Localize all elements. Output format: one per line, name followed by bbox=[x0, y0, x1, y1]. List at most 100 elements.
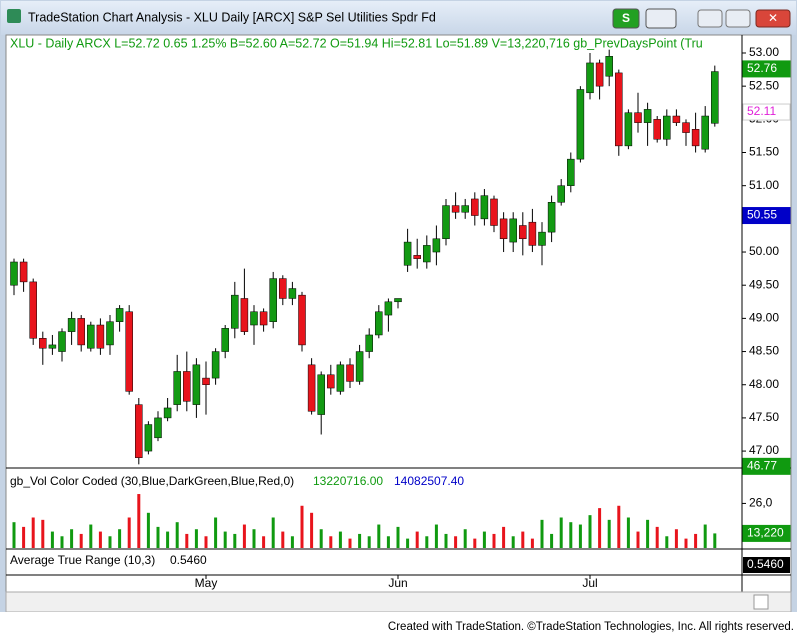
volume-bar bbox=[665, 536, 669, 548]
candle-body bbox=[221, 328, 229, 352]
volume-bar bbox=[223, 531, 227, 548]
candle-body bbox=[557, 185, 565, 203]
volume-bar bbox=[271, 517, 275, 548]
volume-bar bbox=[502, 526, 506, 548]
volume-bar bbox=[348, 538, 352, 548]
readout: 13220716.00 bbox=[313, 474, 383, 488]
candle-body bbox=[682, 122, 690, 133]
menu-button[interactable] bbox=[645, 8, 677, 29]
y-tick-label: 48.00 bbox=[749, 377, 779, 391]
candle-body bbox=[423, 245, 431, 263]
candle-body bbox=[499, 218, 508, 240]
volume-bar bbox=[463, 529, 467, 548]
candle-body bbox=[154, 417, 162, 439]
candle-body bbox=[19, 261, 28, 283]
candle-body bbox=[471, 198, 479, 216]
y-tick-label: 51.00 bbox=[749, 178, 779, 192]
candle-body bbox=[96, 324, 105, 349]
volume-bar bbox=[386, 536, 390, 548]
scroll-button[interactable] bbox=[753, 594, 769, 610]
volume-bar bbox=[146, 512, 150, 548]
volume-bar bbox=[185, 533, 189, 548]
candle-body bbox=[288, 288, 297, 299]
price-marker-label: 50.55 bbox=[747, 208, 777, 222]
close-button[interactable] bbox=[755, 9, 791, 28]
candle-body bbox=[29, 281, 37, 339]
volume-bar bbox=[60, 536, 64, 548]
volume-bar bbox=[358, 533, 362, 548]
candle-body bbox=[528, 221, 537, 246]
volume-bar bbox=[108, 536, 112, 548]
volume-bar bbox=[367, 536, 371, 548]
candle-body bbox=[394, 298, 402, 303]
volume-bar bbox=[511, 536, 515, 548]
volume-bar bbox=[262, 536, 266, 548]
minimize-button[interactable] bbox=[697, 9, 723, 28]
close-icon[interactable]: ✕ bbox=[768, 11, 778, 25]
candle-body bbox=[567, 158, 575, 186]
volume-bar bbox=[118, 529, 122, 548]
candle-body bbox=[106, 321, 114, 346]
candle-body bbox=[125, 311, 133, 392]
candle-body bbox=[643, 109, 652, 123]
candle-body bbox=[250, 311, 258, 326]
volume-bar bbox=[137, 494, 141, 548]
volume-bar bbox=[444, 533, 448, 548]
price-marker bbox=[742, 457, 791, 475]
candle-body bbox=[259, 311, 268, 326]
candle-body bbox=[615, 72, 623, 147]
s-button-label[interactable]: S bbox=[622, 11, 630, 25]
candle-body bbox=[231, 294, 239, 329]
candle-body bbox=[77, 318, 85, 346]
candle-body bbox=[509, 218, 517, 243]
price-marker-label: 52.76 bbox=[747, 61, 777, 75]
y-tick-label: 50.00 bbox=[749, 244, 779, 258]
candle-body bbox=[355, 351, 364, 382]
candle-body bbox=[240, 298, 249, 332]
price-marker-label: 13,220 bbox=[747, 526, 784, 540]
volume-bar bbox=[79, 533, 83, 548]
candle-body bbox=[375, 311, 383, 336]
scrollbar[interactable] bbox=[5, 591, 792, 613]
y-tick-label: 51.50 bbox=[749, 145, 779, 159]
candle-body bbox=[48, 344, 57, 349]
candle-body bbox=[711, 71, 719, 124]
volume-bar bbox=[204, 536, 208, 548]
candle-body bbox=[202, 377, 210, 385]
volume-bar bbox=[89, 524, 93, 548]
volume-bar bbox=[713, 533, 717, 548]
volume-bar bbox=[550, 533, 554, 548]
volume-bar bbox=[655, 526, 659, 548]
volume-bar bbox=[319, 529, 323, 548]
volume-bar bbox=[70, 529, 74, 548]
volume-bar bbox=[588, 515, 592, 548]
price-marker bbox=[742, 207, 791, 225]
pane-title: gb_Vol Color Coded (30,Blue,DarkGreen,Bl… bbox=[10, 474, 294, 488]
volume-bar bbox=[396, 526, 400, 548]
volume-bar bbox=[406, 538, 410, 548]
volume-bar bbox=[214, 517, 218, 548]
volume-bar bbox=[684, 538, 688, 548]
s-button[interactable] bbox=[612, 8, 640, 29]
volume-bar bbox=[166, 531, 170, 548]
candle-body bbox=[624, 112, 633, 147]
volume-bar bbox=[646, 519, 650, 548]
candle-body bbox=[67, 318, 76, 332]
candle-body bbox=[192, 364, 201, 405]
window-title: TradeStation Chart Analysis - XLU Daily … bbox=[28, 10, 436, 24]
candle-body bbox=[576, 89, 585, 160]
maximize-button[interactable] bbox=[725, 9, 751, 28]
volume-bar bbox=[540, 519, 544, 548]
candle-body bbox=[58, 331, 66, 352]
pane-title: Average True Range (10,3) bbox=[10, 553, 155, 567]
app-icon bbox=[7, 9, 21, 23]
candle-body bbox=[480, 195, 489, 220]
candle-body bbox=[307, 364, 316, 412]
y-tick-label: 47.50 bbox=[749, 410, 779, 424]
candle-body bbox=[336, 364, 345, 392]
candle-body bbox=[279, 278, 287, 299]
candle-body bbox=[432, 238, 441, 253]
y-tick-label: 26,0 bbox=[749, 496, 773, 510]
volume-bar bbox=[377, 524, 381, 548]
volume-bar bbox=[674, 529, 678, 548]
